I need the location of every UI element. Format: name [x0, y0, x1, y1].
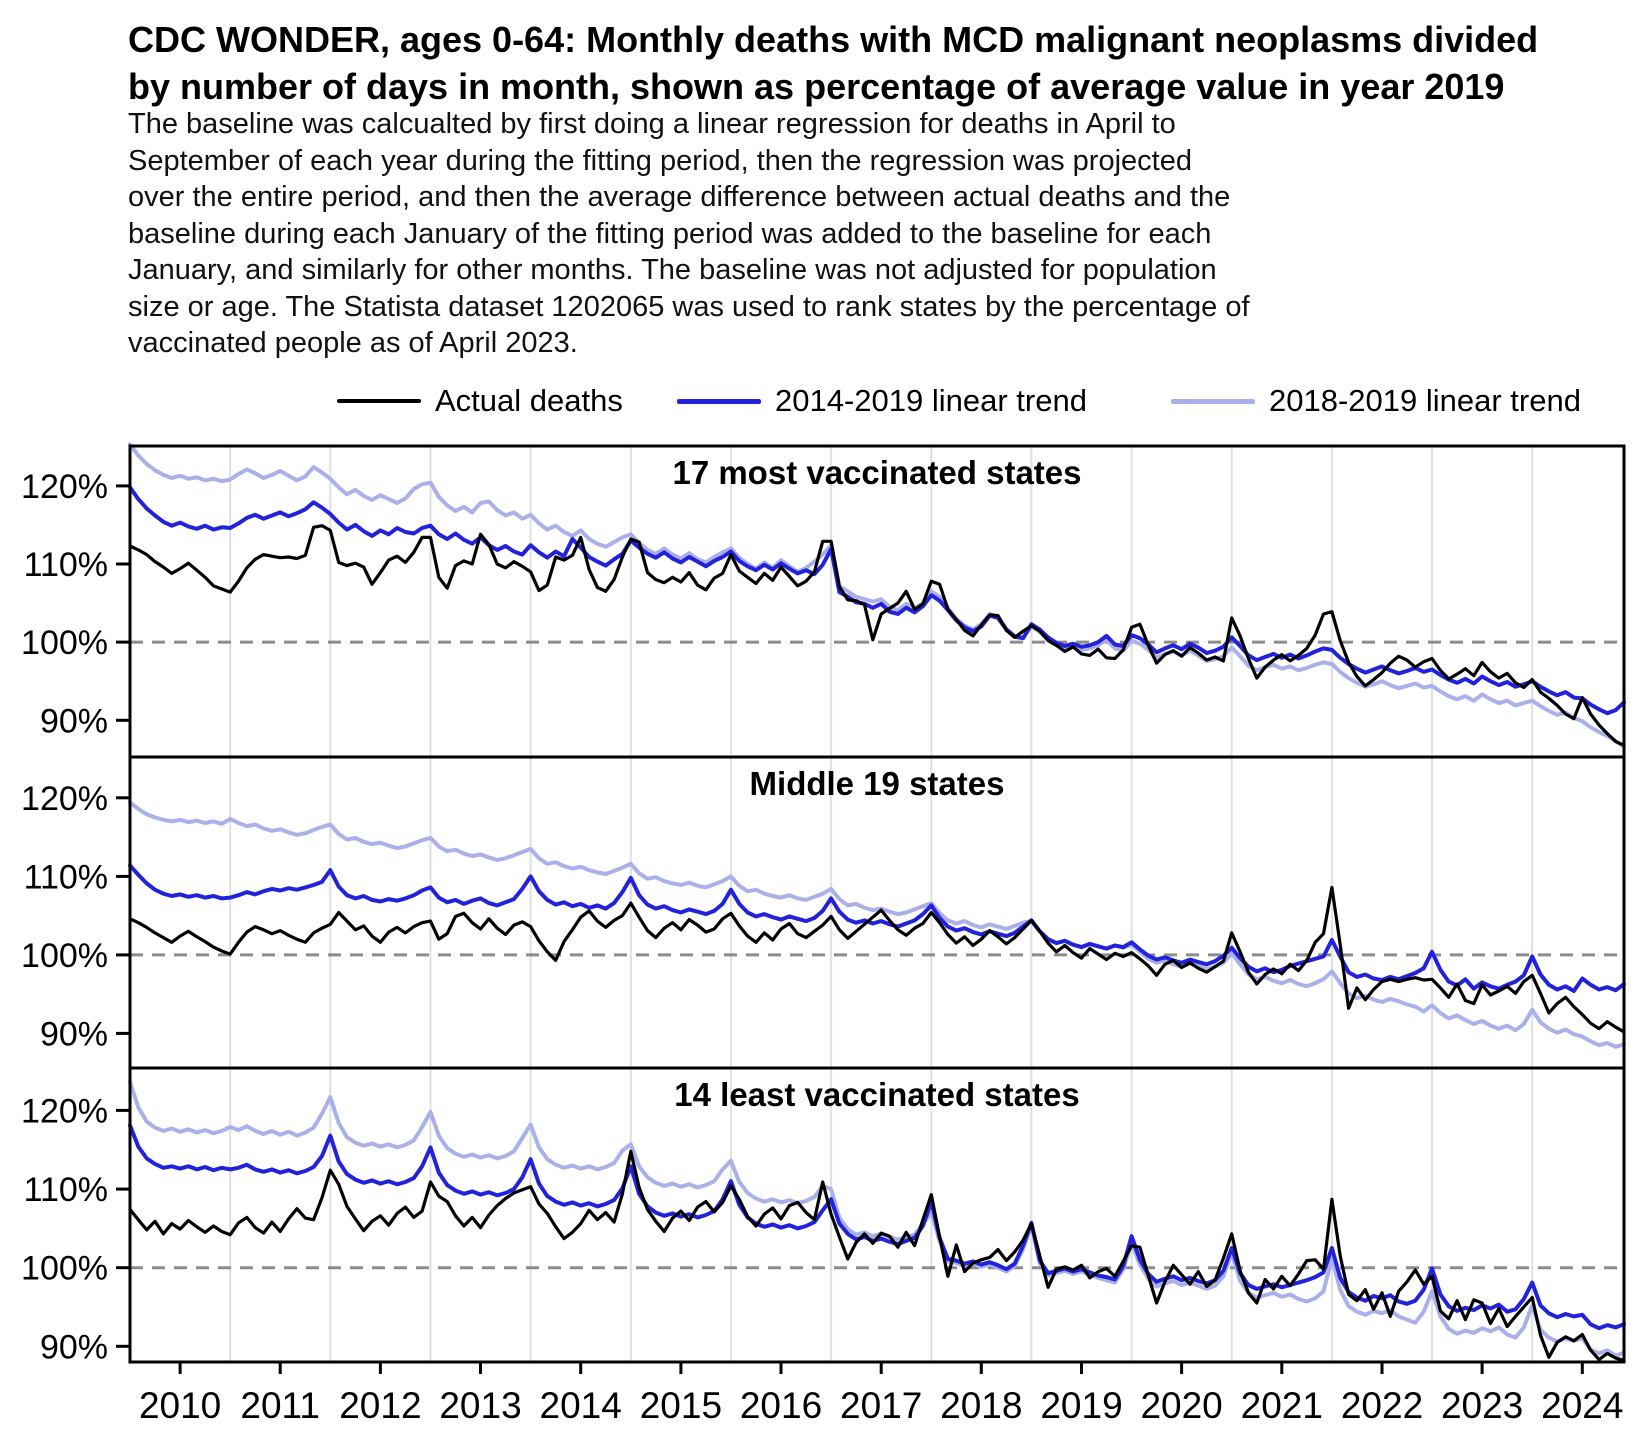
x-tick-label: 2013: [439, 1385, 521, 1426]
chart-subtitle: The baseline was calcualted by first doi…: [128, 106, 1250, 362]
y-tick-label: 110%: [24, 1171, 108, 1209]
x-tick-label: 2023: [1441, 1385, 1523, 1426]
chart-title-line-2: by number of days in month, shown as per…: [128, 66, 1505, 107]
series-line-2014-2019-trend: [128, 1123, 1626, 1331]
series-line-2014-2019-trend: [128, 485, 1626, 716]
y-tick-label: 110%: [24, 858, 108, 896]
y-tick-label: 100%: [21, 1250, 108, 1288]
x-tick-label: 2010: [139, 1385, 221, 1426]
subtitle-line: January, and similarly for other months.…: [128, 254, 1217, 286]
legend-line-black-swatch-icon: [337, 399, 421, 403]
legend-line-blue-swatch-icon: [677, 398, 761, 404]
legend-label: 2018-2019 linear trend: [1269, 383, 1581, 418]
y-tick-label: 90%: [40, 1328, 108, 1366]
subtitle-line: over the entire period, and then the ave…: [128, 181, 1231, 213]
subtitle-line: baseline during each January of the fitt…: [128, 217, 1212, 250]
y-tick-label: 100%: [21, 937, 108, 975]
y-tick-label: 100%: [21, 624, 108, 662]
x-tick-label: 2016: [740, 1385, 822, 1426]
series-line-2018-2019-trend: [128, 442, 1626, 749]
x-tick-label: 2019: [1040, 1385, 1122, 1426]
x-tick-label: 2018: [940, 1385, 1022, 1426]
chart-title-line-1: CDC WONDER, ages 0-64: Monthly deaths wi…: [128, 19, 1539, 60]
series-line-actual-deaths: [128, 1149, 1626, 1363]
x-tick-label: 2017: [840, 1385, 922, 1426]
legend-item-2014-2019-trend: 2014-2019 linear trend: [677, 383, 1087, 418]
x-tick-label: 2011: [240, 1385, 320, 1426]
legend-label: 2014-2019 linear trend: [775, 383, 1087, 418]
y-tick-label: 120%: [21, 780, 108, 818]
chart-title: CDC WONDER, ages 0-64: Monthly deaths wi…: [128, 16, 1538, 110]
panel-border: [128, 1066, 1626, 1364]
legend-item-2018-2019-trend: 2018-2019 linear trend: [1171, 383, 1581, 418]
x-tick-label: 2014: [540, 1385, 622, 1426]
series-line-actual-deaths: [128, 885, 1626, 1034]
subtitle-line: The baseline was calcualted by first doi…: [128, 108, 1176, 140]
x-tick-label: 2020: [1140, 1385, 1222, 1426]
x-tick-label: 2012: [339, 1385, 421, 1426]
x-tick-label: 2022: [1341, 1385, 1423, 1426]
series-line-2018-2019-trend: [128, 800, 1626, 1049]
y-tick-label: 90%: [40, 1015, 108, 1053]
x-tick-label: 2015: [640, 1385, 722, 1426]
y-tick-label: 120%: [21, 1092, 108, 1130]
subtitle-line: September of each year during the fittin…: [128, 144, 1192, 177]
x-tick-label: 2021: [1241, 1385, 1323, 1426]
x-tick-label: 2024: [1541, 1385, 1623, 1426]
legend-label: Actual deaths: [435, 383, 623, 418]
y-tick-label: 110%: [24, 546, 108, 584]
subtitle-line: size or age. The Statista dataset 120206…: [128, 290, 1250, 323]
subtitle-line: vaccinated people as of April 2023.: [128, 327, 578, 359]
series-line-actual-deaths: [128, 524, 1626, 747]
series-line-2018-2019-trend: [128, 1080, 1626, 1358]
legend-item-actual-deaths: Actual deaths: [337, 383, 623, 418]
y-tick-label: 120%: [21, 468, 108, 506]
panel-title: 14 least vaccinated states: [674, 1076, 1079, 1113]
panel-title: 17 most vaccinated states: [672, 454, 1081, 491]
series-line-2014-2019-trend: [128, 863, 1626, 993]
y-tick-label: 90%: [40, 702, 108, 740]
panel-title: Middle 19 states: [750, 765, 1005, 802]
legend-line-lavender-swatch-icon: [1171, 398, 1255, 404]
